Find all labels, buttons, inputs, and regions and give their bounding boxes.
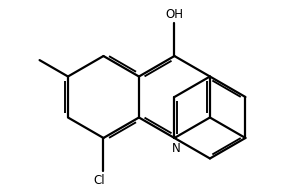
Text: OH: OH — [165, 8, 184, 21]
Text: N: N — [172, 142, 181, 155]
Text: Cl: Cl — [93, 174, 105, 187]
